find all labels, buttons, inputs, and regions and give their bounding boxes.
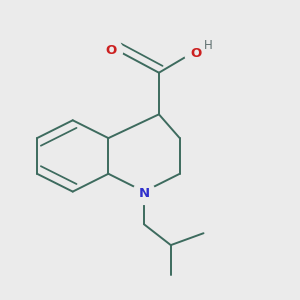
- Circle shape: [200, 38, 215, 53]
- Text: H: H: [204, 40, 212, 52]
- Circle shape: [100, 39, 123, 62]
- Circle shape: [185, 42, 207, 65]
- Circle shape: [133, 182, 155, 204]
- Text: N: N: [139, 187, 150, 200]
- Text: O: O: [106, 44, 117, 57]
- Text: O: O: [190, 47, 202, 60]
